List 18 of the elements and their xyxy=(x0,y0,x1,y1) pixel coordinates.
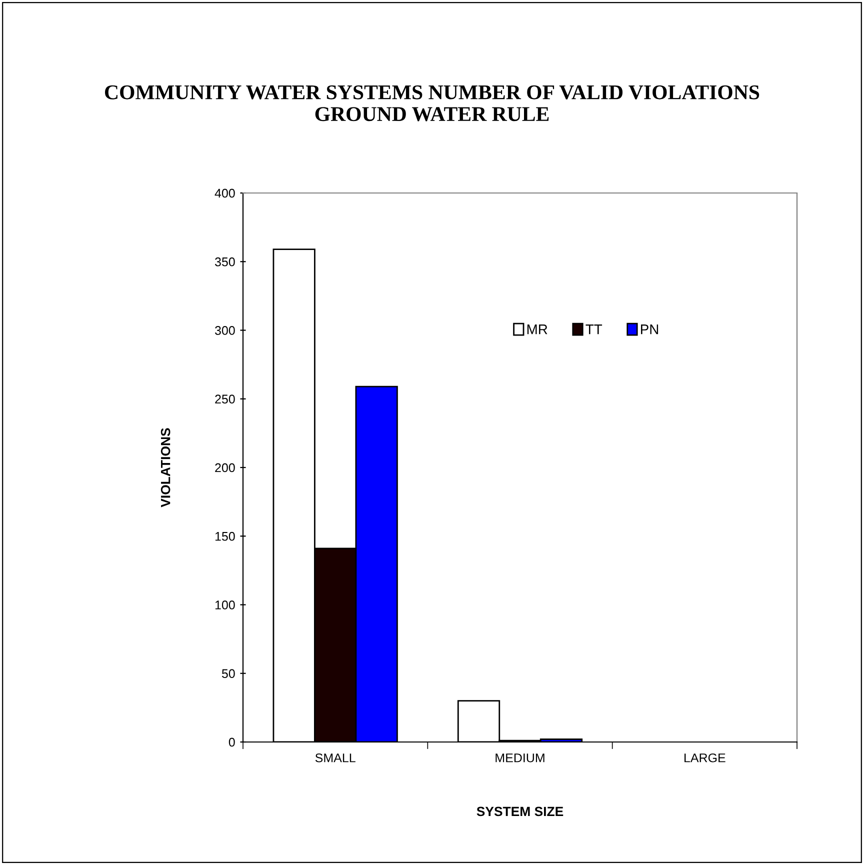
y-tick-label: 0 xyxy=(228,738,235,747)
x-tick-label: MEDIUM xyxy=(496,754,544,762)
legend-label: TT xyxy=(586,324,602,334)
y-tick-label: 50 xyxy=(222,669,235,678)
x-axis-title: SYSTEM SIZE xyxy=(476,806,564,816)
x-tick-label: SMALL xyxy=(315,753,356,762)
legend-label: MR xyxy=(527,324,548,334)
chart-title: COMMUNITY WATER SYSTEMS NUMBER OF VALID VIOLATIONS GROUND WATER RULE xyxy=(105,85,760,122)
y-tick-label: 100 xyxy=(215,600,235,610)
y-tick-label: 200 xyxy=(215,463,235,472)
y-tick-label: 150 xyxy=(215,532,235,541)
y-tick-label: 350 xyxy=(214,257,235,266)
y-tick-label: 250 xyxy=(215,394,235,404)
x-tick-label: LARGE xyxy=(684,753,726,762)
y-tick-label: 300 xyxy=(214,326,235,335)
y-axis-title: VIOLATIONS xyxy=(160,428,170,508)
y-tick-label: 400 xyxy=(214,188,235,198)
legend-label: PN xyxy=(641,324,658,334)
